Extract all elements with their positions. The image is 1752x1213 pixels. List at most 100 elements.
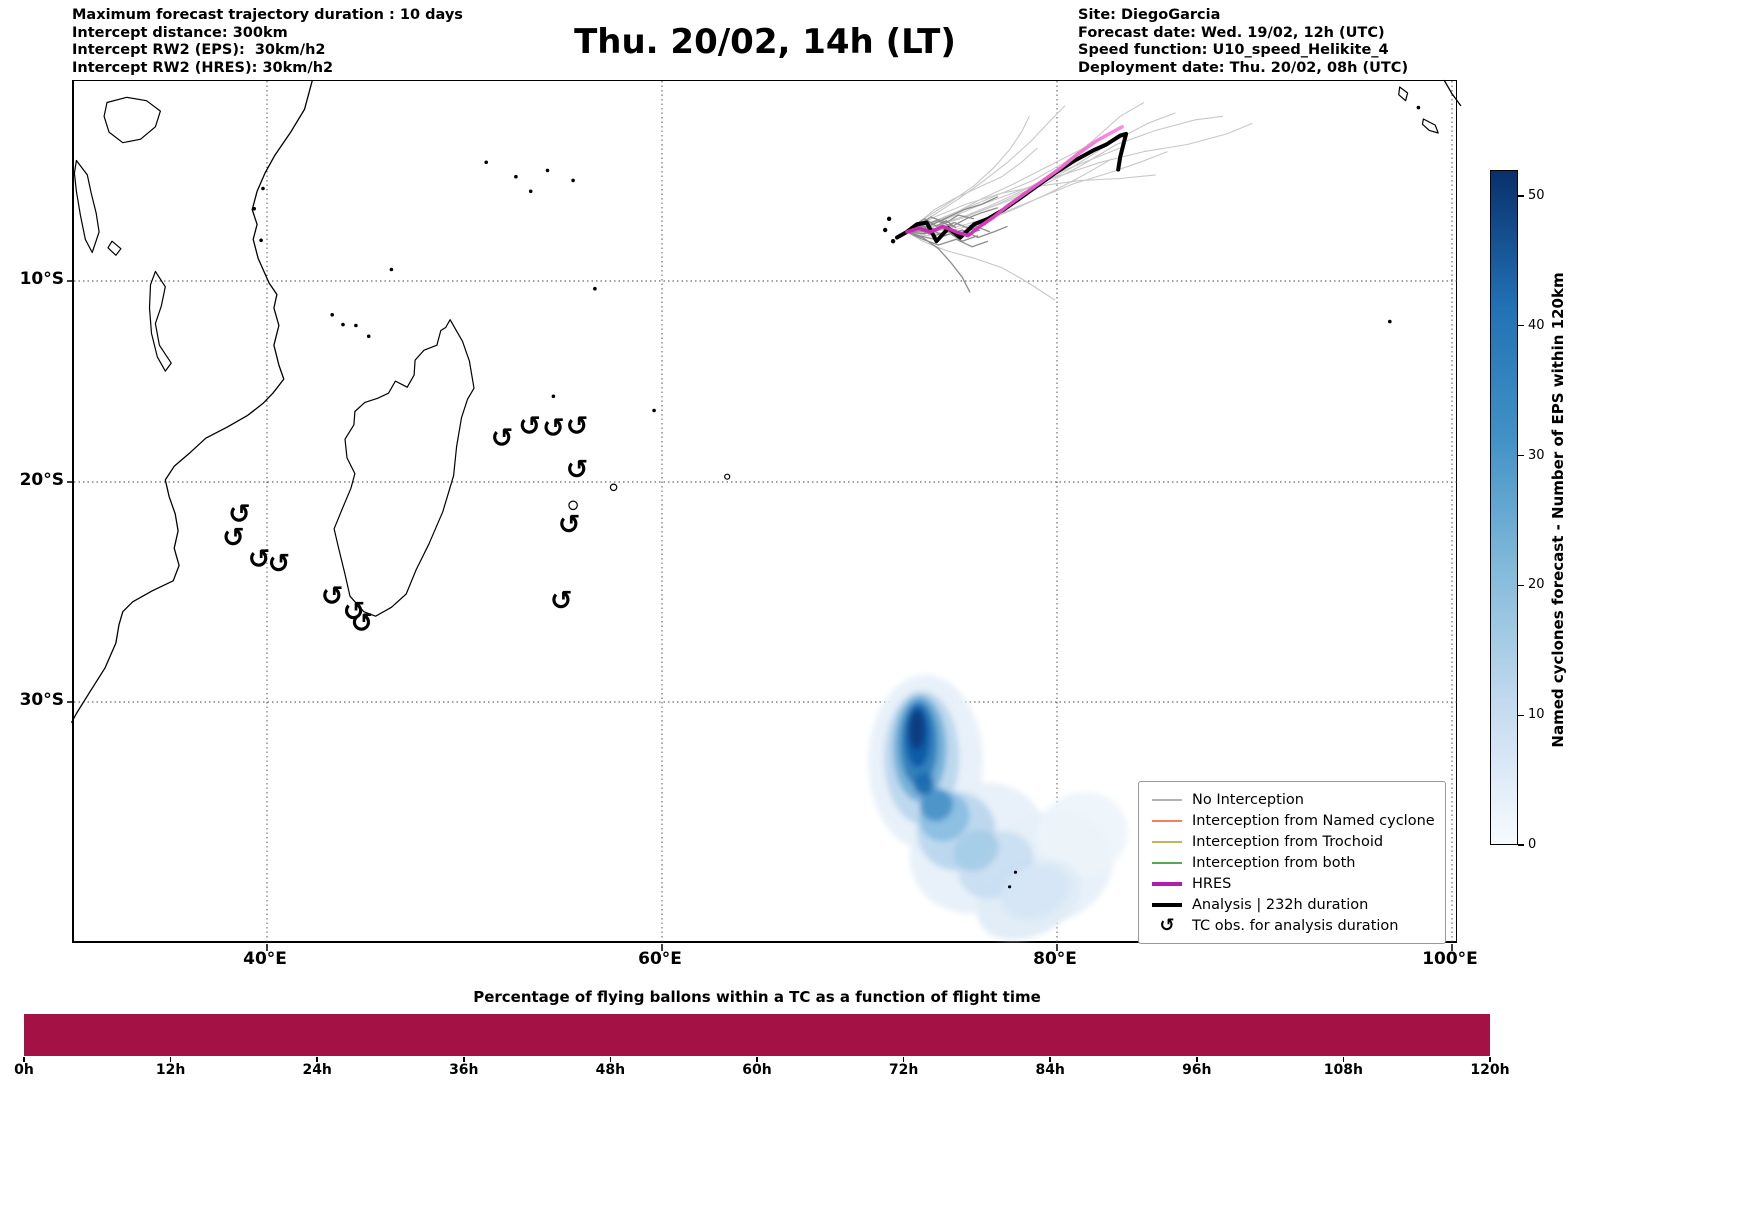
legend-label: Interception from both — [1192, 854, 1356, 871]
coastline-island — [73, 159, 100, 254]
island-dot — [341, 322, 345, 327]
legend-item: Interception from Trochoid — [1149, 831, 1435, 852]
tc-obs-symbol: ↺ — [343, 597, 366, 628]
param-intercept-distance: Intercept distance: 300km — [72, 24, 288, 41]
ensemble-track-light — [906, 105, 1066, 233]
deployment-dot — [883, 227, 888, 233]
legend-label: Analysis | 232h duration — [1192, 896, 1369, 913]
island-dot — [571, 178, 575, 183]
colorbar-tick-label: 0 — [1528, 837, 1537, 852]
coastline — [1443, 79, 1462, 107]
colorbar-tick — [1518, 454, 1524, 457]
site-info: Site: DiegoGarcia Forecast date: Wed. 19… — [1078, 7, 1408, 77]
coastline-island — [1398, 86, 1409, 102]
deployment-dot — [886, 216, 892, 221]
bottom-x-tick — [756, 1057, 758, 1062]
island-dot — [366, 334, 371, 339]
island-dot — [514, 174, 518, 179]
island-dot — [252, 206, 256, 211]
ensemble-track-light — [906, 102, 1145, 233]
density-ellipse — [919, 788, 954, 822]
density-ellipse — [1037, 791, 1128, 876]
density-ellipse — [953, 829, 999, 872]
colorbar-label: Named cyclones forecast - Number of EPS … — [1549, 272, 1567, 748]
bottom-x-tick — [902, 1057, 905, 1062]
coastline — [70, 79, 314, 724]
island-dot — [484, 160, 489, 165]
bottom-chart-title: Percentage of flying ballons within a TC… — [473, 988, 1041, 1006]
tc-obs-symbol: ↺ — [228, 499, 251, 530]
bottom-x-tick-label: 96h — [1182, 1062, 1212, 1078]
bottom-x-tick-label: 72h — [888, 1062, 919, 1078]
legend: No Interception Interception from Named c… — [1138, 781, 1446, 944]
island-dot — [1416, 105, 1421, 110]
coastline-island — [148, 270, 172, 372]
ensemble-track-light — [906, 116, 1030, 233]
legend-line-swatch — [1149, 898, 1185, 912]
density-dot — [1008, 885, 1012, 889]
bottom-x-tick — [463, 1057, 465, 1062]
legend-line-swatch — [1149, 793, 1185, 807]
bottom-x-tick — [1049, 1057, 1051, 1062]
density-ellipse — [908, 710, 925, 750]
island-outline — [568, 500, 578, 511]
tc-obs-symbol: ↺ — [550, 586, 573, 617]
density-dot — [1013, 870, 1018, 874]
colorbar — [1490, 170, 1518, 845]
island-outline — [609, 483, 618, 492]
island-dot — [1388, 319, 1392, 324]
coastline-island — [103, 96, 162, 144]
ensemble-track-light — [906, 151, 1168, 233]
colorbar-tick-label: 40 — [1528, 317, 1545, 333]
bottom-x-tick-label: 120h — [1470, 1062, 1510, 1078]
param-intercept-rw2-eps: Intercept RW2 (EPS): 30km/h2 — [72, 42, 326, 58]
ensemble-track-light — [906, 122, 1253, 233]
island-outline — [724, 473, 731, 480]
density-field — [868, 674, 1128, 940]
param-intercept-rw2-hres: Intercept RW2 (HRES): 30km/h2 — [72, 59, 334, 76]
ensemble-track — [906, 196, 999, 233]
island-dot — [330, 313, 335, 317]
deployment-dot — [890, 239, 896, 244]
percentage-bar — [24, 1014, 1490, 1056]
legend-item: Interception from Named cyclone — [1149, 810, 1435, 831]
bottom-x-tick-label: 36h — [449, 1062, 479, 1078]
island-dot — [528, 189, 533, 194]
y-tick-label: 10°S — [19, 269, 64, 289]
bottom-x-tick — [1489, 1057, 1491, 1062]
legend-label: Interception from Named cyclone — [1192, 812, 1435, 829]
legend-item: HRES — [1149, 873, 1435, 894]
bottom-x-tick-label: 60h — [742, 1062, 772, 1078]
bottom-x-tick — [609, 1057, 612, 1062]
bottom-x-tick-label: 24h — [302, 1062, 332, 1078]
bottom-x-tick — [169, 1057, 172, 1062]
ensemble-track-light — [906, 174, 1156, 233]
param-duration: Maximum forecast trajectory duration : 1… — [72, 7, 463, 23]
colorbar-tick — [1518, 844, 1524, 846]
balloon-percentage-chart — [24, 1014, 1490, 1056]
bottom-x-tick-label: 0h — [14, 1062, 34, 1078]
bottom-x-tick — [1196, 1057, 1198, 1062]
legend-label: Interception from Trochoid — [1192, 833, 1384, 850]
tc-obs-symbol: ↺ — [566, 454, 589, 485]
tc-obs-symbol: ↺ — [542, 413, 565, 444]
bottom-x-tick — [1342, 1057, 1345, 1062]
island-dot — [545, 168, 550, 173]
island-dot — [354, 323, 358, 328]
y-tick-label: 20°S — [19, 470, 64, 490]
tc-symbol-icon: ↺ — [1149, 916, 1185, 935]
colorbar-tick-label: 10 — [1528, 707, 1545, 723]
island-dot — [259, 238, 263, 243]
plot-title: Thu. 20/02, 14h (LT) — [574, 22, 956, 62]
tc-obs-symbol: ↺ — [268, 548, 291, 579]
legend-item: No Interception — [1149, 789, 1435, 810]
legend-item: Interception from both — [1149, 852, 1435, 873]
colorbar-tick — [1518, 325, 1524, 327]
coastline-island — [333, 319, 475, 617]
bottom-x-tick-label: 108h — [1323, 1062, 1363, 1078]
bottom-x-tick — [23, 1057, 25, 1062]
density-ellipse — [913, 772, 934, 795]
bottom-x-tick — [316, 1057, 318, 1062]
tc-obs-symbol: ↺ — [222, 522, 245, 553]
density-ellipse — [1000, 864, 1070, 919]
